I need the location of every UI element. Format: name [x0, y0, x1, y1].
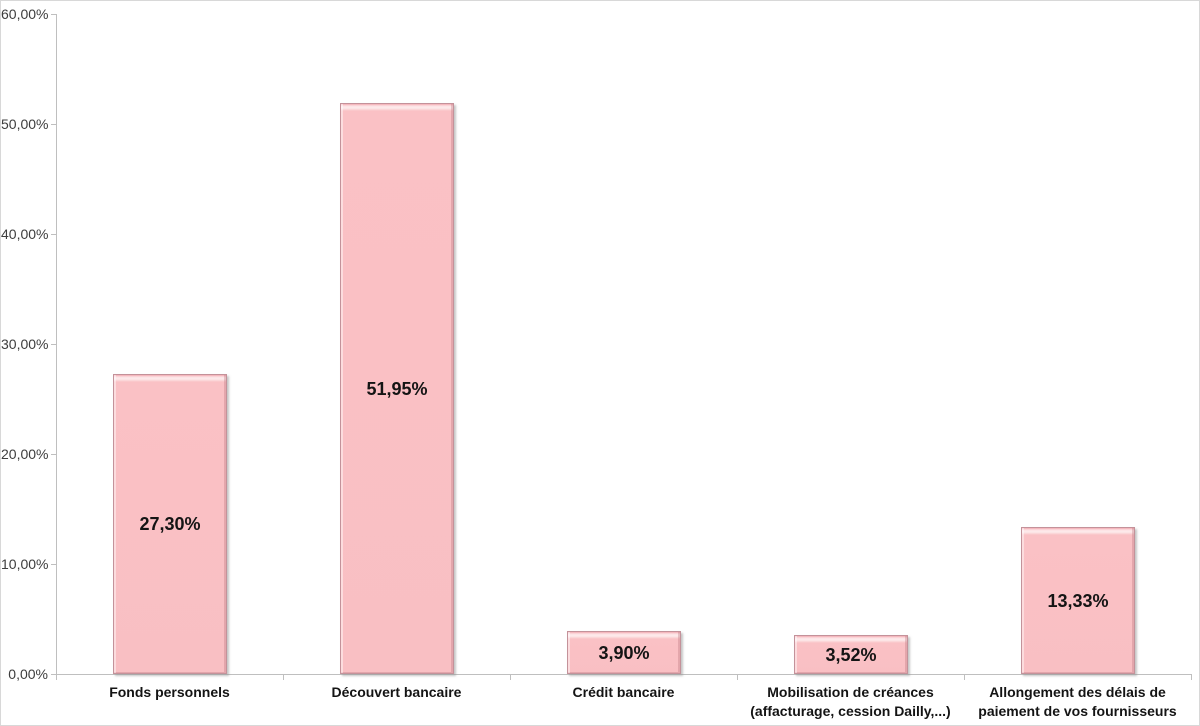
y-axis-tick-label: 0,00% [8, 666, 48, 682]
y-axis-tick-mark [51, 454, 56, 455]
y-axis-tick-label: 50,00% [1, 116, 49, 132]
y-axis-tick-mark [51, 14, 56, 15]
x-axis-tick-mark [510, 674, 511, 680]
bar-data-label: 51,95% [366, 379, 428, 399]
y-axis-tick-label: 60,00% [1, 6, 49, 22]
x-axis-tick-mark [283, 674, 284, 680]
bar-data-label: 27,30% [139, 514, 201, 534]
bar-data-label: 13,33% [1047, 591, 1109, 611]
y-axis-tick-mark [51, 124, 56, 125]
category-label: Crédit bancaire [572, 684, 675, 700]
bar-5 [1021, 527, 1135, 674]
x-axis-tick-mark [737, 674, 738, 680]
x-axis-tick-mark [1191, 674, 1192, 680]
category-label: Fonds personnels [109, 684, 230, 700]
bar-data-label: 3,90% [598, 643, 650, 663]
bar-2 [340, 103, 454, 674]
category-label: Mobilisation de créances (affacturage, c… [750, 684, 951, 719]
category-label: Découvert bancaire [331, 684, 462, 700]
x-axis-tick-mark [56, 674, 57, 680]
x-axis-tick-mark [964, 674, 965, 680]
category-label: Allongement des délais de paiement de vo… [978, 684, 1177, 719]
y-axis-tick-mark [51, 344, 56, 345]
y-axis-tick-label: 40,00% [1, 226, 49, 242]
y-axis-tick-label: 20,00% [1, 446, 49, 462]
bar-4 [794, 635, 908, 674]
bar-data-label: 3,52% [825, 645, 877, 665]
y-axis-tick-mark [51, 564, 56, 565]
y-axis-tick-label: 30,00% [1, 336, 49, 352]
y-axis-tick-mark [51, 234, 56, 235]
bar-1 [113, 374, 227, 674]
y-axis-tick-mark [51, 674, 56, 675]
x-axis-line [56, 674, 1191, 675]
y-axis-tick-label: 10,00% [1, 556, 49, 572]
bar-3 [567, 631, 681, 674]
y-axis-line [56, 14, 57, 674]
